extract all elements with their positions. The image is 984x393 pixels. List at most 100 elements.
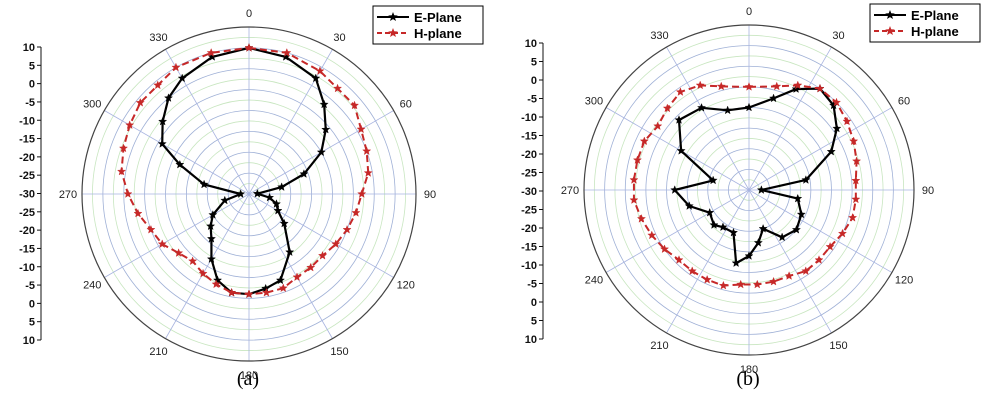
data-point-star xyxy=(674,255,684,264)
legend-label: E-Plane xyxy=(911,8,959,23)
angle-label: 90 xyxy=(424,189,436,201)
data-point-star xyxy=(676,146,686,155)
data-point-star xyxy=(728,227,739,237)
radial-tick-label: -15 xyxy=(521,242,537,254)
radial-tick-label: -25 xyxy=(19,207,35,219)
data-point-star xyxy=(279,218,289,228)
data-point-star xyxy=(206,221,216,231)
series-line xyxy=(632,84,858,287)
angle-label: 90 xyxy=(922,185,934,197)
data-point-star xyxy=(793,80,803,90)
data-point-star xyxy=(793,193,803,203)
data-point-star xyxy=(708,175,718,185)
angle-label: 270 xyxy=(561,185,579,197)
polar-outer-ring xyxy=(81,26,417,362)
data-point-star xyxy=(758,224,768,233)
radial-tick-label: 5 xyxy=(29,60,35,72)
angle-label: 0 xyxy=(746,6,752,18)
radial-tick-label: 5 xyxy=(29,317,35,329)
data-point-star xyxy=(716,81,726,91)
data-point-star xyxy=(660,244,670,254)
data-point-star xyxy=(206,254,216,263)
data-point-star xyxy=(815,83,825,93)
radial-tick-label: -25 xyxy=(19,170,35,182)
data-point-star xyxy=(220,195,230,205)
data-point-star xyxy=(350,100,360,110)
data-point-star xyxy=(842,116,852,126)
polar-chart-b: 0 30 60 90 120 150 180 210 240 270 300 330 10 5 0 -5 -10… xyxy=(521,3,981,390)
angle-label: 30 xyxy=(333,32,345,44)
data-point-star xyxy=(158,116,168,126)
data-point-star xyxy=(227,287,237,297)
data-point-star xyxy=(826,146,836,156)
radial-tick-label: -30 xyxy=(521,186,537,198)
data-point-star xyxy=(211,279,221,289)
data-point-star xyxy=(236,189,246,198)
figure-caption: (a) xyxy=(237,368,259,390)
data-point-star xyxy=(362,146,372,156)
radial-tick-label: -20 xyxy=(521,223,537,235)
data-point-star xyxy=(333,83,343,93)
data-point-star xyxy=(252,188,262,198)
data-point-star xyxy=(206,48,216,57)
data-point-star xyxy=(801,175,811,184)
data-point-star xyxy=(278,283,288,293)
angle-label: 150 xyxy=(829,340,847,352)
data-point-star xyxy=(157,239,167,248)
legend-label: E-Plane xyxy=(414,10,462,25)
data-point-star xyxy=(736,279,746,289)
data-point-star xyxy=(639,136,649,146)
polar-chart-a: 0 30 60 90 120 150 180 210 240 270 300 330 10 5 0 -5 -10… xyxy=(19,5,484,390)
angle-label: 210 xyxy=(650,340,668,352)
data-point-star xyxy=(118,143,128,153)
data-point-star xyxy=(292,272,302,282)
data-point-star xyxy=(851,194,861,204)
data-point-star xyxy=(157,139,167,148)
radial-tick-label: 10 xyxy=(23,42,35,54)
angle-label: 0 xyxy=(246,8,252,20)
legend-box xyxy=(372,5,484,45)
data-point-star xyxy=(831,97,842,107)
data-point-star xyxy=(801,266,811,275)
data-point-star xyxy=(146,224,156,234)
data-point-star xyxy=(311,73,321,83)
radial-tick-label: 10 xyxy=(525,38,537,50)
data-point-star xyxy=(275,275,285,285)
data-point-star xyxy=(363,168,373,177)
data-point-star xyxy=(125,120,135,129)
data-point-star xyxy=(123,189,133,198)
angle-label: 180 xyxy=(240,370,258,382)
legend-label: H-plane xyxy=(911,24,959,39)
data-point-star xyxy=(744,251,754,260)
data-point-star xyxy=(756,185,766,194)
radial-tick-label: 5 xyxy=(531,316,537,328)
angle-label: 300 xyxy=(585,96,603,108)
data-point-star xyxy=(331,239,341,248)
data-point-star xyxy=(702,274,712,284)
grid-spoke xyxy=(248,193,333,339)
data-point-star xyxy=(848,213,858,222)
data-point-star xyxy=(709,220,719,229)
data-point-star xyxy=(117,166,127,176)
data-point-star xyxy=(837,228,847,238)
angle-label: 120 xyxy=(397,280,415,292)
radial-tick-label: -5 xyxy=(25,97,35,109)
data-point-star xyxy=(718,280,728,290)
radial-tick-label: 10 xyxy=(23,335,35,347)
angle-label: 30 xyxy=(832,30,844,42)
polar-grid xyxy=(82,27,416,361)
data-point-star xyxy=(687,266,697,275)
radial-tick-label: -10 xyxy=(19,115,35,127)
data-point-star xyxy=(318,250,328,260)
series-e-plane xyxy=(670,83,842,267)
data-point-star xyxy=(261,287,271,297)
radial-tick-label: -15 xyxy=(19,243,35,255)
data-point-star xyxy=(629,175,639,184)
radial-tick-label: 0 xyxy=(29,79,35,91)
legend-box xyxy=(869,3,981,43)
angle-label: 330 xyxy=(149,32,167,44)
angle-label: 60 xyxy=(400,99,412,111)
data-point-star xyxy=(772,81,782,91)
